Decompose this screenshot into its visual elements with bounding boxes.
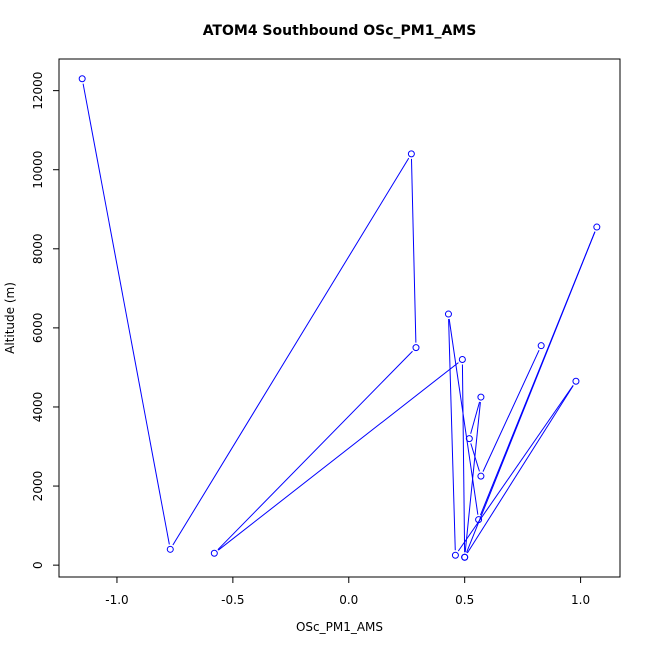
y-tick-label: 0 xyxy=(31,561,45,569)
data-point xyxy=(465,435,473,443)
series-line-segment xyxy=(217,362,459,551)
plot-frame xyxy=(58,58,621,578)
y-tick-label: 4000 xyxy=(31,392,45,423)
series-line-segment xyxy=(464,402,481,553)
data-point xyxy=(210,549,218,557)
data-point xyxy=(477,393,485,401)
x-tick-label: -0.5 xyxy=(221,593,244,607)
series-line-segment xyxy=(461,364,466,553)
series-line-segment xyxy=(448,318,479,515)
data-point xyxy=(407,150,415,158)
data-point xyxy=(461,553,469,561)
data-point xyxy=(78,75,86,83)
y-tick-label: 12000 xyxy=(31,72,45,110)
data-point xyxy=(537,342,545,350)
y-axis-label: Altitude (m) xyxy=(3,282,17,354)
x-tick-label: 0.5 xyxy=(455,593,474,607)
chart-title: ATOM4 Southbound OSc_PM1_AMS xyxy=(203,23,477,39)
x-tick-label: 0.0 xyxy=(339,593,358,607)
series-layer xyxy=(78,75,601,561)
y-tick-label: 10000 xyxy=(31,151,45,189)
series-line-segment xyxy=(448,319,456,551)
series-line-segment xyxy=(410,158,417,343)
series-line-segment xyxy=(172,157,410,546)
y-tick-label: 8000 xyxy=(31,234,45,265)
data-point xyxy=(444,310,452,318)
data-point xyxy=(166,545,174,553)
x-axis: -1.0 -0.5 0.0 0.5 1.0 xyxy=(105,577,590,607)
x-axis-label: OSc_PM1_AMS xyxy=(296,620,383,634)
data-point xyxy=(593,223,601,231)
series-line-segment xyxy=(82,83,170,545)
series-line-segment xyxy=(466,231,596,553)
data-point xyxy=(477,472,485,480)
x-tick-label: -1.0 xyxy=(105,593,128,607)
x-tick-label: 1.0 xyxy=(571,593,590,607)
series-line-segment xyxy=(470,443,480,472)
y-tick-label: 6000 xyxy=(31,313,45,344)
data-point xyxy=(451,551,459,559)
series-line-segment xyxy=(466,385,574,554)
y-axis: 0 2000 4000 6000 8000 10000 12000 xyxy=(31,72,59,569)
series-line-segment xyxy=(482,350,540,472)
data-point xyxy=(475,516,483,524)
series-line-segment xyxy=(470,401,481,434)
data-point xyxy=(458,356,466,364)
series-line-segment xyxy=(217,350,413,551)
data-point xyxy=(572,377,580,385)
data-point xyxy=(412,344,420,352)
series-line-segment xyxy=(457,385,574,552)
y-tick-label: 2000 xyxy=(31,471,45,502)
